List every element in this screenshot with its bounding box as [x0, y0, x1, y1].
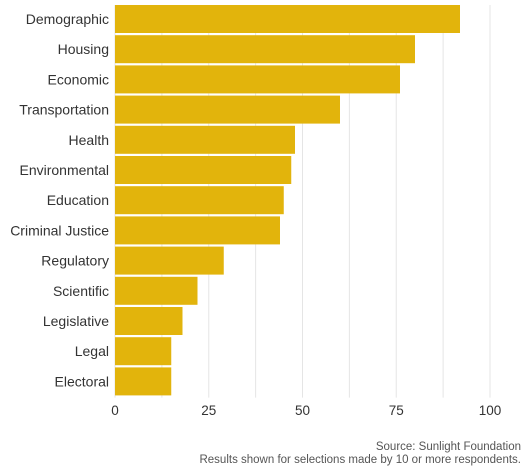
x-tick-label: 50 [295, 403, 310, 418]
x-tick-label: 100 [479, 403, 502, 418]
category-label: Legal [75, 343, 109, 359]
x-axis-tick-labels: 0 25 50 75 100 [111, 403, 501, 418]
bar-transportation [115, 95, 340, 124]
bar-electoral [115, 367, 172, 396]
category-label: Demographic [26, 11, 109, 27]
bar-regulatory [115, 246, 224, 275]
bars [115, 5, 460, 396]
bar-housing [115, 35, 415, 64]
bar-legislative [115, 307, 183, 335]
bar-health [115, 125, 295, 154]
x-tick-label: 0 [111, 403, 119, 418]
respondents-note: Results shown for selections made by 10 … [199, 454, 521, 466]
category-label: Legislative [43, 313, 109, 329]
category-labels: Demographic Housing Economic Transportation… [10, 11, 109, 389]
category-label: Scientific [53, 283, 109, 299]
source-text: Source: Sunlight Foundation [375, 441, 521, 453]
category-label: Environmental [20, 162, 110, 178]
category-label: Economic [48, 71, 109, 87]
bar-environmental [115, 156, 292, 184]
bar-scientific [115, 276, 198, 305]
category-label: Housing [58, 41, 109, 57]
bar-education [115, 186, 284, 215]
bar-economic [115, 65, 400, 94]
bar-chart: Demographic Housing Economic Transportation… [10, 5, 501, 418]
bar-legal [115, 337, 172, 366]
category-label: Education [47, 192, 109, 208]
bar-demographic [115, 5, 460, 33]
category-label: Regulatory [41, 253, 109, 269]
bar-criminal-justice [115, 216, 280, 245]
category-label: Transportation [19, 102, 109, 118]
category-label: Health [69, 132, 109, 148]
category-label: Criminal Justice [10, 222, 109, 238]
category-label: Electoral [55, 373, 109, 389]
x-tick-label: 25 [201, 403, 216, 418]
source-note: Source: Sunlight Foundation Results show… [199, 441, 521, 467]
x-tick-label: 75 [389, 403, 404, 418]
